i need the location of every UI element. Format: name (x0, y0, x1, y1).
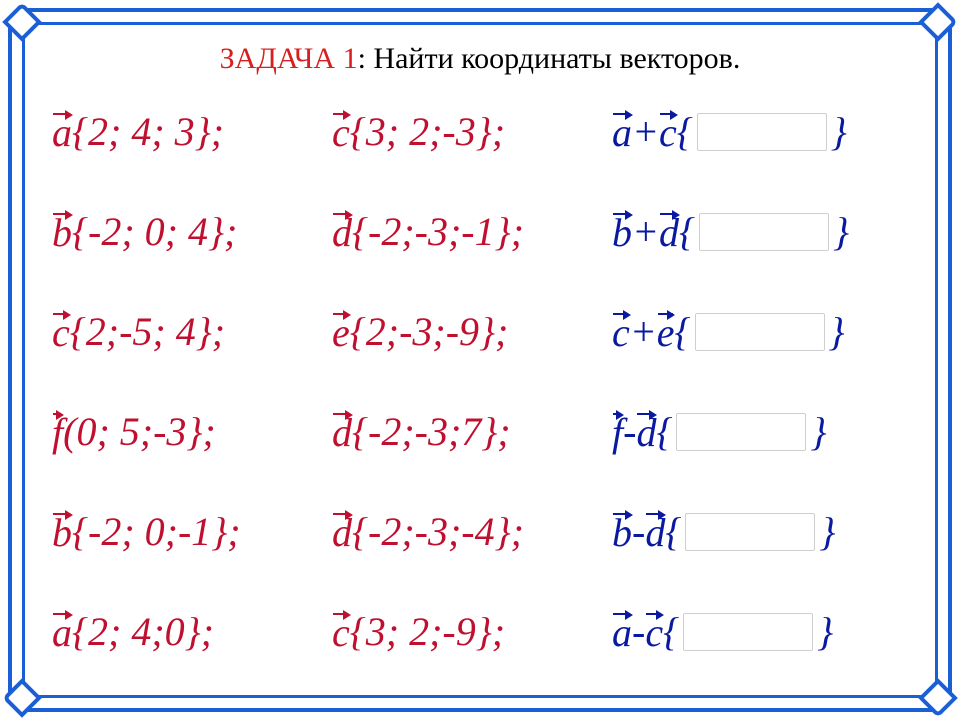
answer-blank[interactable] (685, 513, 815, 551)
brace-open: { (675, 312, 691, 352)
coords: {3; 2;-9}; (350, 612, 505, 652)
frame-corner (918, 2, 958, 42)
brace-open: { (656, 412, 672, 452)
operator: - (632, 612, 645, 652)
answer-blank[interactable] (676, 413, 806, 451)
coords: {-2;-3;-4}; (352, 512, 524, 552)
vector-f: f (52, 411, 63, 453)
brace-close: } (829, 312, 845, 352)
operator: + (632, 112, 659, 152)
slide-title: ЗАДАЧА 1: Найти координаты векторов. (52, 42, 908, 76)
given-vector-1: a {2; 4;0}; (52, 611, 332, 653)
coords: {2;-3;-9}; (350, 312, 509, 352)
vector-c: c (612, 311, 630, 353)
result-expression: a - c{} (612, 611, 908, 653)
vector-b: b (52, 211, 72, 253)
brace-close: } (817, 612, 833, 652)
vector-a: a (612, 111, 632, 153)
brace-open: { (665, 512, 681, 552)
vector-c: c (52, 311, 70, 353)
given-vector-2: d{-2;-3;-1}; (332, 211, 612, 253)
brace-close: } (810, 412, 826, 452)
coords: {3; 2;-3}; (350, 112, 505, 152)
vector-d: d (332, 411, 352, 453)
coords: (0; 5;-3}; (63, 412, 216, 452)
vector-b: b (52, 511, 72, 553)
vector-a: a (52, 611, 72, 653)
given-vector-2: c {3; 2;-3}; (332, 111, 612, 153)
given-vector-1: a {2; 4; 3}; (52, 111, 332, 153)
problem-row: b{-2; 0; 4};d{-2;-3;-1};b+d{} (52, 182, 908, 282)
vector-d: d (332, 511, 352, 553)
frame-corner (2, 2, 42, 42)
answer-blank[interactable] (699, 213, 829, 251)
given-vector-1: c {2;-5; 4}; (52, 311, 332, 353)
vector-c: c (659, 111, 677, 153)
problem-row: a {2; 4;0};c {3; 2;-9};a - c{} (52, 582, 908, 682)
slide-content: ЗАДАЧА 1: Найти координаты векторов. a {… (52, 42, 908, 678)
result-expression: f - d{} (612, 411, 908, 453)
coords: {-2; 0; 4}; (72, 212, 237, 252)
answer-blank[interactable] (697, 113, 827, 151)
operator: - (623, 412, 636, 452)
operator: + (632, 212, 659, 252)
vector-c: c (645, 611, 663, 653)
frame-corner (2, 678, 42, 718)
title-accent: ЗАДАЧА 1 (220, 42, 358, 75)
result-expression: b - d{} (612, 511, 908, 553)
problem-row: c {2;-5; 4};e {2;-3;-9};c +e{} (52, 282, 908, 382)
operator: + (630, 312, 657, 352)
frame-corner (918, 678, 958, 718)
result-expression: a +c {} (612, 111, 908, 153)
vector-b: b (612, 211, 632, 253)
brace-close: } (831, 112, 847, 152)
result-expression: b+d{} (612, 211, 908, 253)
decorative-frame: ЗАДАЧА 1: Найти координаты векторов. a {… (8, 8, 952, 712)
result-expression: c +e{} (612, 311, 908, 353)
vector-b: b (612, 511, 632, 553)
vector-e: e (332, 311, 350, 353)
vector-a: a (52, 111, 72, 153)
given-vector-1: f(0; 5;-3}; (52, 411, 332, 453)
problem-row: a {2; 4; 3};c {3; 2;-3};a +c {} (52, 82, 908, 182)
given-vector-2: d{-2;-3;-4}; (332, 511, 612, 553)
problem-row: b{-2; 0;-1};d{-2;-3;-4};b - d{} (52, 482, 908, 582)
coords: {2; 4;0}; (72, 612, 214, 652)
coords: {-2; 0;-1}; (72, 512, 241, 552)
problem-row: f(0; 5;-3};d{-2;-3;7};f - d{} (52, 382, 908, 482)
coords: {2; 4; 3}; (72, 112, 224, 152)
given-vector-1: b{-2; 0; 4}; (52, 211, 332, 253)
vector-a: a (612, 611, 632, 653)
given-vector-2: c {3; 2;-9}; (332, 611, 612, 653)
vector-d: d (659, 211, 679, 253)
brace-open: { (679, 212, 695, 252)
answer-blank[interactable] (695, 313, 825, 351)
problem-rows: a {2; 4; 3};c {3; 2;-3};a +c {}b{-2; 0; … (52, 82, 908, 682)
given-vector-2: e {2;-3;-9}; (332, 311, 612, 353)
brace-open: { (663, 612, 679, 652)
vector-f: f (612, 411, 623, 453)
given-vector-1: b{-2; 0;-1}; (52, 511, 332, 553)
given-vector-2: d{-2;-3;7}; (332, 411, 612, 453)
brace-close: } (819, 512, 835, 552)
vector-d: d (645, 511, 665, 553)
title-rest: : Найти координаты векторов. (358, 42, 741, 75)
vector-d: d (332, 211, 352, 253)
coords: {-2;-3;-1}; (352, 212, 524, 252)
vector-d: d (636, 411, 656, 453)
operator: - (632, 512, 645, 552)
vector-e: e (657, 311, 675, 353)
coords: {-2;-3;7}; (352, 412, 511, 452)
vector-c: c (332, 111, 350, 153)
coords: {2;-5; 4}; (70, 312, 225, 352)
answer-blank[interactable] (683, 613, 813, 651)
vector-c: c (332, 611, 350, 653)
brace-close: } (833, 212, 849, 252)
brace-open: { (677, 112, 693, 152)
